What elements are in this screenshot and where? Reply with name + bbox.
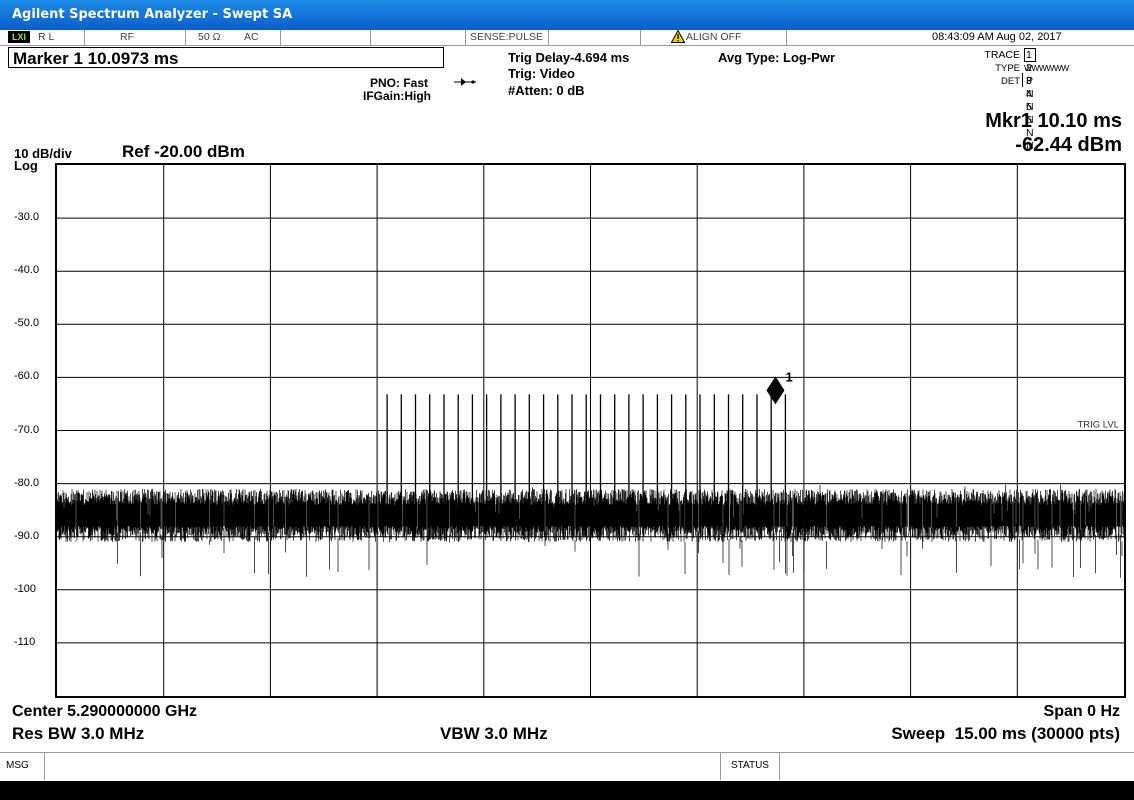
resolution-bandwidth: Res BW 3.0 MHz: [12, 724, 145, 743]
y-tick-label: -110: [14, 635, 36, 648]
center-frequency: Center 5.290000000 GHz: [12, 703, 197, 720]
video-bandwidth: VBW 3.0 MHz: [440, 724, 548, 743]
status-sense: SENSE:PULSE: [470, 31, 543, 43]
msg-label: MSG: [6, 760, 29, 771]
reference-level: Ref -20.00 dBm: [122, 142, 245, 161]
y-tick-label: -100: [14, 582, 37, 595]
y-tick-label: -30.0: [14, 211, 40, 224]
status-row: LXI R L RF 50 Ω AC SENSE:PULSE ALIGN OFF…: [0, 29, 1134, 46]
arrow-link-icon: [453, 75, 477, 93]
status-rl: R L: [38, 31, 55, 43]
status-align: ALIGN OFF: [686, 31, 742, 43]
lxi-logo: LXI: [8, 31, 30, 43]
trig-mode: Trig: Video: [508, 66, 575, 81]
status-coupling: AC: [244, 31, 259, 43]
attenuation: #Atten: 0 dB: [508, 83, 585, 98]
ifgain-setting: IFGain:High: [363, 89, 431, 103]
message-bar: [0, 752, 1134, 781]
trace-values: 1 2 3 4 5 6: [1026, 49, 1035, 126]
marker-level-readout: -62.44 dBm: [1015, 134, 1122, 156]
marker-1-label: 1: [785, 369, 792, 384]
status-datetime: 08:43:09 AM Aug 02, 2017: [932, 31, 1062, 43]
status-label: STATUS: [731, 760, 769, 771]
active-marker-field[interactable]: Marker 1 10.0973 ms: [8, 47, 444, 68]
status-impedance: 50 Ω: [198, 31, 221, 43]
warning-icon: [670, 29, 686, 45]
avg-type: Avg Type: Log-Pwr: [718, 50, 835, 65]
trace-label: TRACE: [984, 49, 1020, 61]
trig-level-label: TRIG LVL: [1077, 420, 1119, 431]
type-values: WWWWWW: [1024, 63, 1069, 73]
scale-per-div: 10 dB/div: [14, 146, 72, 161]
y-tick-label: -80.0: [14, 476, 40, 489]
type-label: TYPE: [995, 63, 1020, 74]
y-tick-label: -90.0: [14, 529, 40, 542]
det-label: DET: [1001, 76, 1020, 87]
active-marker-label: Marker 1 10.0973 ms: [13, 49, 179, 68]
span: Span 0 Hz: [1043, 703, 1120, 720]
status-rf-input: RF: [120, 31, 134, 43]
scale-log: Log: [14, 158, 38, 173]
y-tick-label: -70.0: [14, 423, 40, 436]
marker-time-readout: Mkr1 10.10 ms: [985, 110, 1122, 132]
trig-delay: Trig Delay-4.694 ms: [508, 50, 630, 65]
trace-plot[interactable]: TRIG LVL 1: [55, 163, 1126, 698]
trace-noise-floor: [56, 484, 1125, 578]
pno-setting: PNO: Fast: [370, 76, 429, 90]
window-title: Agilent Spectrum Analyzer - Swept SA: [12, 7, 293, 22]
det-values: P N N N N N: [1026, 75, 1035, 152]
status-field[interactable]: STATUS: [720, 752, 780, 780]
marker-1-diamond: [766, 376, 785, 405]
window-title-bar: Agilent Spectrum Analyzer - Swept SA: [0, 0, 1134, 30]
trace-plot-svg: TRIG LVL 1: [56, 165, 1125, 696]
y-tick-label: -50.0: [14, 317, 40, 330]
bottom-border: [0, 781, 1134, 800]
sweep-time: Sweep 15.00 ms (30000 pts): [891, 724, 1120, 743]
y-tick-label: -40.0: [14, 264, 40, 277]
y-tick-label: -60.0: [14, 370, 40, 383]
msg-field[interactable]: MSG: [0, 752, 45, 780]
